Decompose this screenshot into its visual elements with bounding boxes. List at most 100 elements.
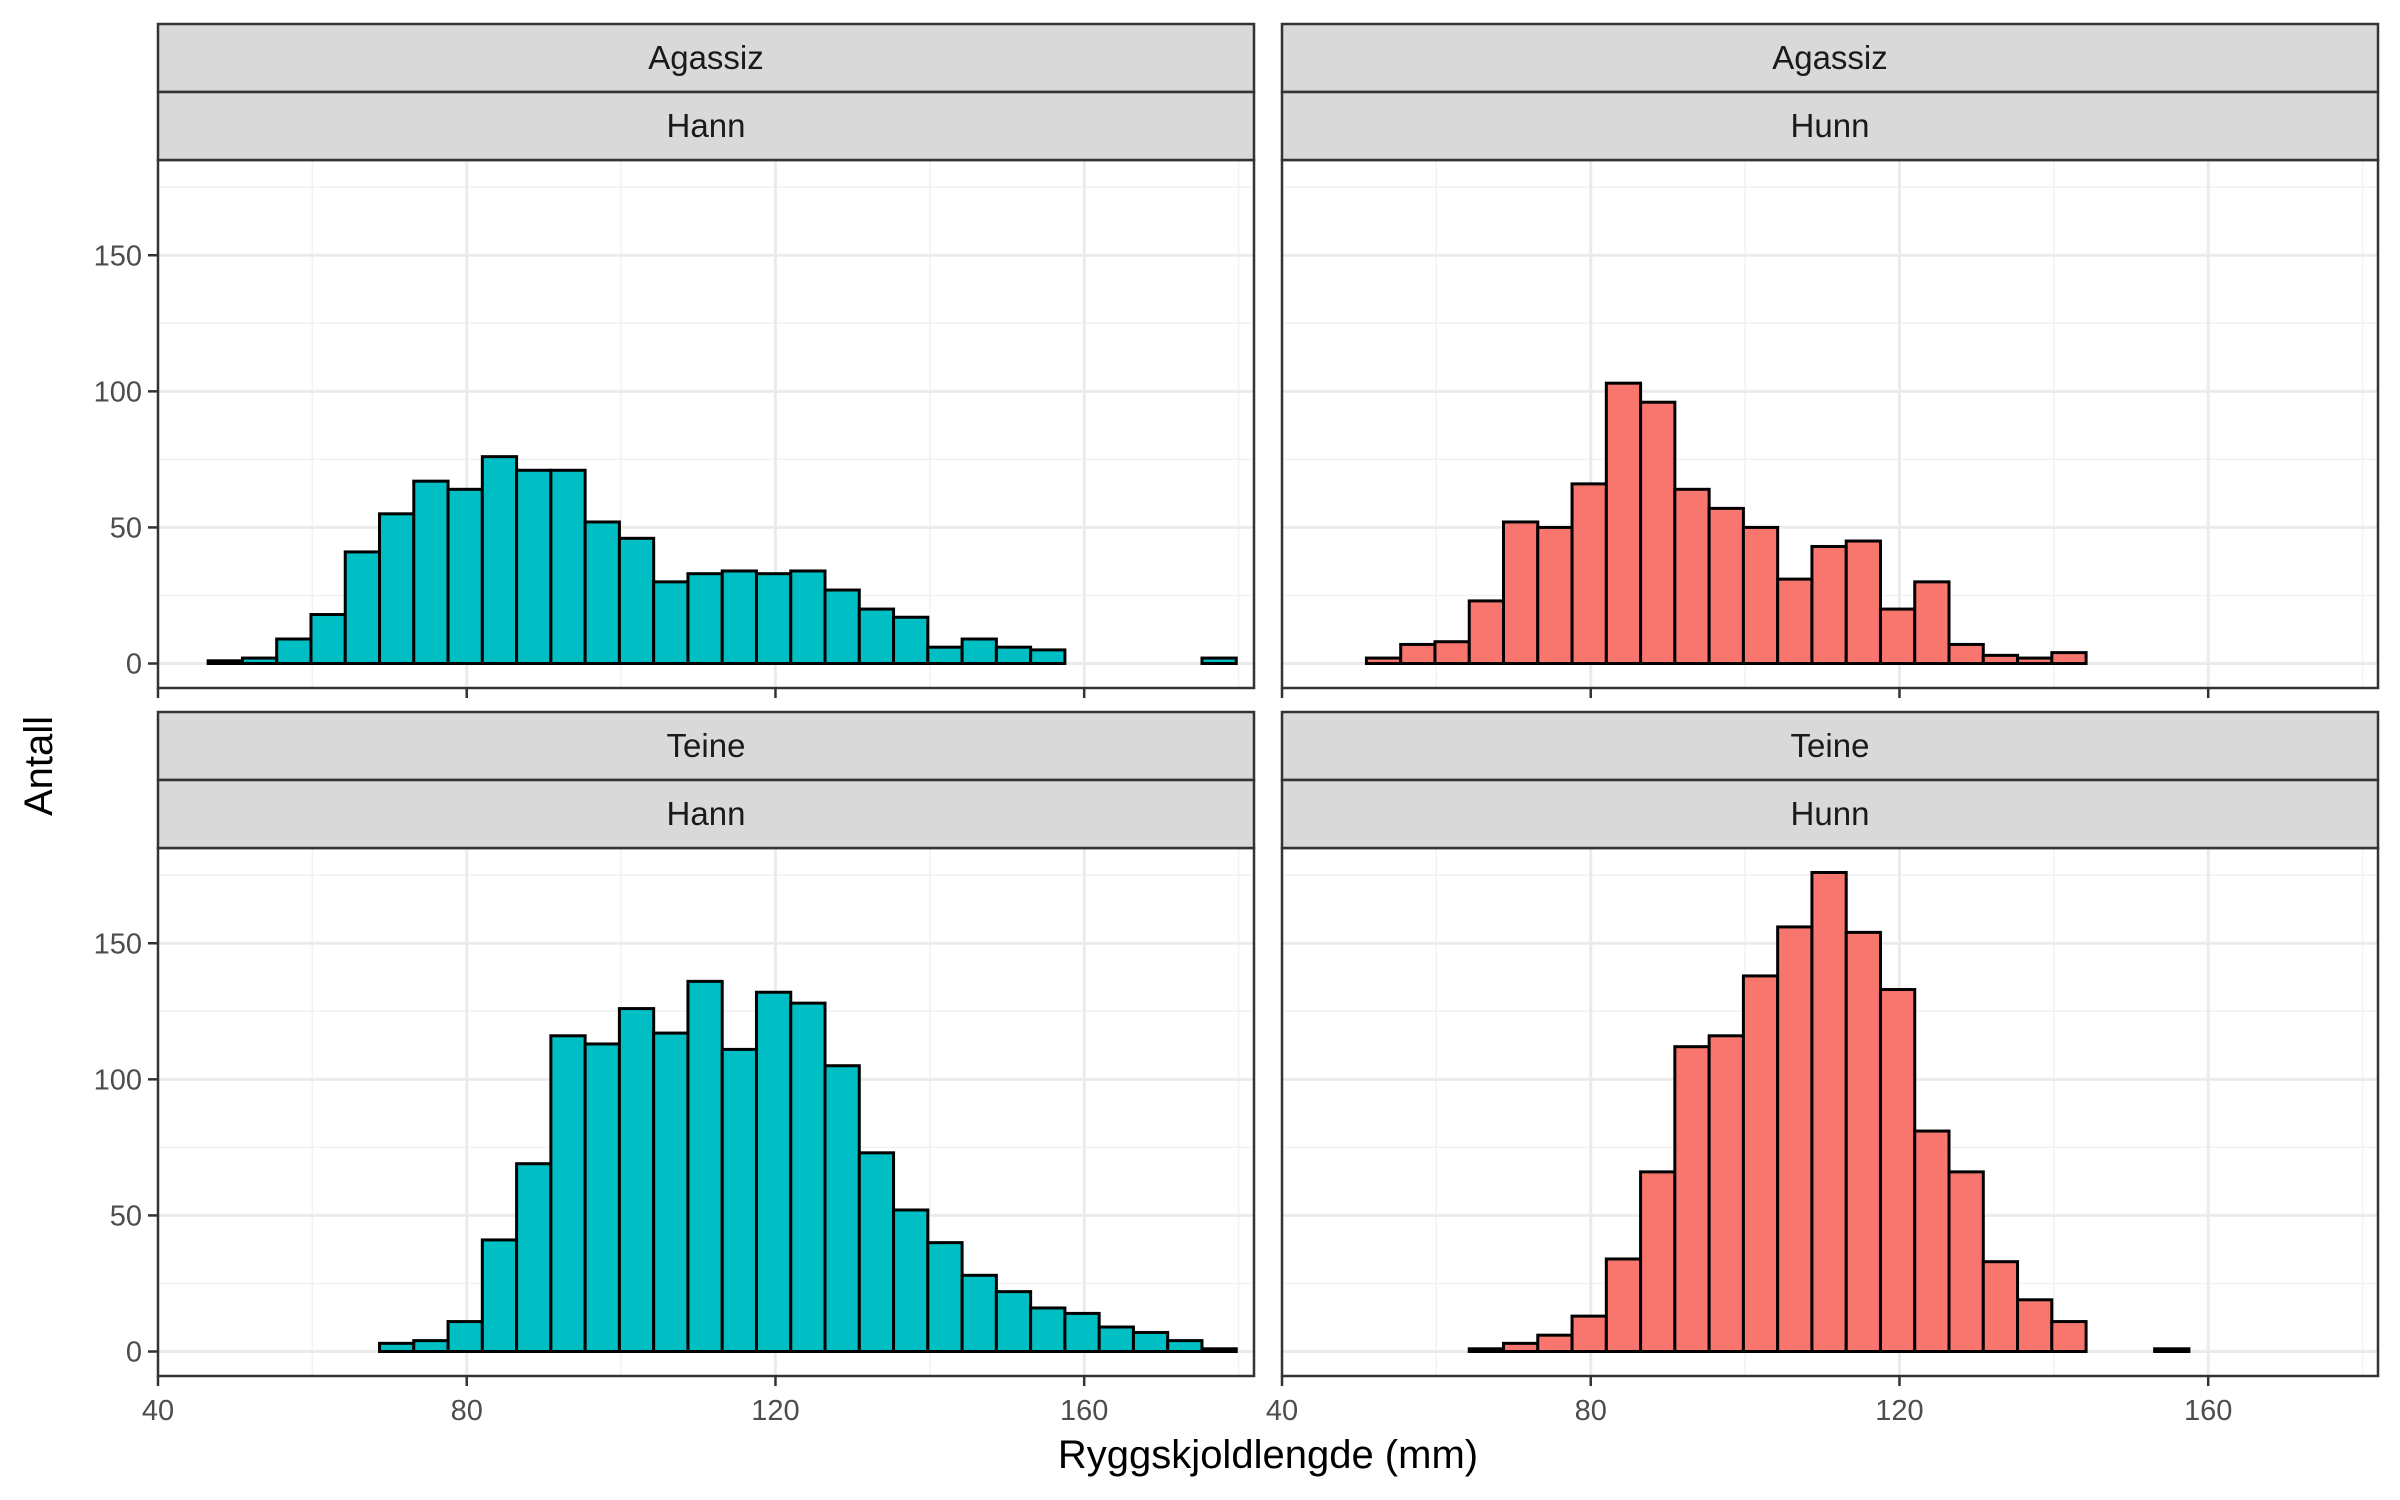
strip-bottom-label: Hunn <box>1791 107 1870 144</box>
histogram-bar <box>1433 640 1471 666</box>
histogram-bar <box>412 479 450 666</box>
histogram-bar <box>1639 1170 1677 1354</box>
facet-panel: Agassiz Hunn <box>1280 22 2380 698</box>
histogram-bar <box>720 1047 758 1354</box>
histogram-bar <box>960 637 998 666</box>
x-tick-label: 120 <box>751 1395 799 1427</box>
histogram-bar <box>1673 1045 1711 1354</box>
histogram-bar <box>1673 487 1711 666</box>
strip-top-background <box>1280 710 2380 782</box>
strip-bottom-background <box>1280 778 2380 850</box>
histogram-bar <box>1878 988 1917 1354</box>
histogram-bar <box>1502 1341 1540 1354</box>
histogram-bar <box>1810 870 1848 1354</box>
histogram-bar <box>2016 656 2054 666</box>
facet-panel: Teine Hunn 40 80 120 160 <box>1266 710 2380 1427</box>
y-tick-label: 150 <box>94 928 142 960</box>
histogram-bar <box>1364 656 1403 666</box>
histogram-bar <box>789 1001 827 1354</box>
histogram-bar <box>754 990 793 1354</box>
histogram-bar <box>240 656 279 666</box>
histogram-bar <box>1707 1034 1745 1354</box>
x-tick-label: 80 <box>1575 1395 1607 1427</box>
histogram-bar <box>1131 1330 1170 1354</box>
x-tick-label: 40 <box>142 1395 174 1427</box>
strip-top-label: Teine <box>667 727 746 764</box>
strip-bottom-background <box>156 778 1256 850</box>
histogram-bar <box>1604 381 1643 666</box>
histogram-bar <box>583 1042 621 1354</box>
histogram-bar <box>446 1320 484 1354</box>
x-tick-label: 160 <box>1060 1395 1108 1427</box>
y-tick-label: 0 <box>126 649 142 681</box>
x-axis-title: Ryggskjoldlengde (mm) <box>1058 1433 1478 1477</box>
histogram-bar <box>617 1007 656 1354</box>
histogram-bar <box>1467 1347 1506 1354</box>
histogram-bar <box>206 659 244 666</box>
histogram-bar <box>720 569 758 666</box>
histogram-bar <box>1947 642 1985 666</box>
histogram-bar <box>1810 544 1848 666</box>
strip-top-label: Teine <box>1791 727 1870 764</box>
histogram-bar <box>412 1339 450 1354</box>
histogram-bar <box>2050 1320 2088 1354</box>
histogram-bar <box>2016 1298 2054 1354</box>
strip-top-background <box>156 22 1256 94</box>
y-axis-title: Antall <box>17 716 61 816</box>
histogram-bar <box>378 1341 416 1354</box>
histogram-bar <box>2050 651 2088 666</box>
histogram-bar <box>1570 482 1608 666</box>
histogram-bar <box>480 1238 519 1354</box>
histogram-bar <box>1166 1339 1204 1354</box>
y-tick-label: 0 <box>126 1337 142 1369</box>
histogram-bar <box>549 1034 587 1354</box>
strip-top-label: Agassiz <box>1772 39 1888 76</box>
x-tick-label: 40 <box>1266 1395 1298 1427</box>
y-tick-label: 100 <box>94 1064 142 1096</box>
strip-bottom-label: Hann <box>667 795 746 832</box>
x-tick-label: 120 <box>1875 1395 1923 1427</box>
strip-top-label: Agassiz <box>648 39 764 76</box>
strip-top-background <box>1280 22 2380 94</box>
histogram-bar <box>1029 648 1067 666</box>
histogram-bar <box>275 637 313 666</box>
histogram-bar <box>1913 580 1951 666</box>
histogram-bar <box>994 1290 1033 1354</box>
histogram-bar <box>1467 599 1506 666</box>
histogram-bar <box>515 1162 553 1354</box>
histogram-bar <box>1947 1170 1985 1354</box>
histogram-bar <box>892 615 930 666</box>
histogram-bar <box>994 645 1033 666</box>
facet-panels: Agassiz Hann 0 50 100 150 Agassiz Hunn Teine Hann… <box>94 22 2380 1427</box>
histogram-bar <box>652 1031 690 1354</box>
y-tick-label: 50 <box>110 512 142 544</box>
histogram-bar <box>960 1273 998 1354</box>
histogram-bar <box>1981 653 2020 666</box>
histogram-bar <box>686 979 724 1354</box>
strip-bottom-background <box>1280 90 2380 162</box>
histogram-bar <box>515 468 553 666</box>
histogram-bar <box>1844 539 1882 666</box>
histogram-bar <box>617 536 656 666</box>
histogram-bar <box>1029 1306 1067 1354</box>
histogram-bar <box>480 455 519 666</box>
strip-bottom-label: Hunn <box>1791 795 1870 832</box>
histogram-bar <box>1200 656 1238 666</box>
facet-panel: Agassiz Hann 0 50 100 150 <box>94 22 1256 698</box>
histogram-bar <box>926 645 964 666</box>
histogram-bar <box>343 550 382 666</box>
histogram-bar <box>1399 642 1437 666</box>
histogram-bar <box>789 569 827 666</box>
histogram-bar <box>754 572 793 666</box>
histogram-bar <box>1536 1333 1574 1354</box>
histogram-bar <box>1913 1129 1951 1354</box>
histogram-bar <box>1776 925 1814 1354</box>
histogram-bar <box>1502 520 1540 666</box>
histogram-bar <box>549 468 587 666</box>
histogram-bar <box>1536 525 1574 666</box>
histogram-bar <box>823 1064 861 1354</box>
histogram-bar <box>1707 506 1745 666</box>
histogram-bar <box>1741 974 1780 1354</box>
y-tick-label: 50 <box>110 1200 142 1232</box>
